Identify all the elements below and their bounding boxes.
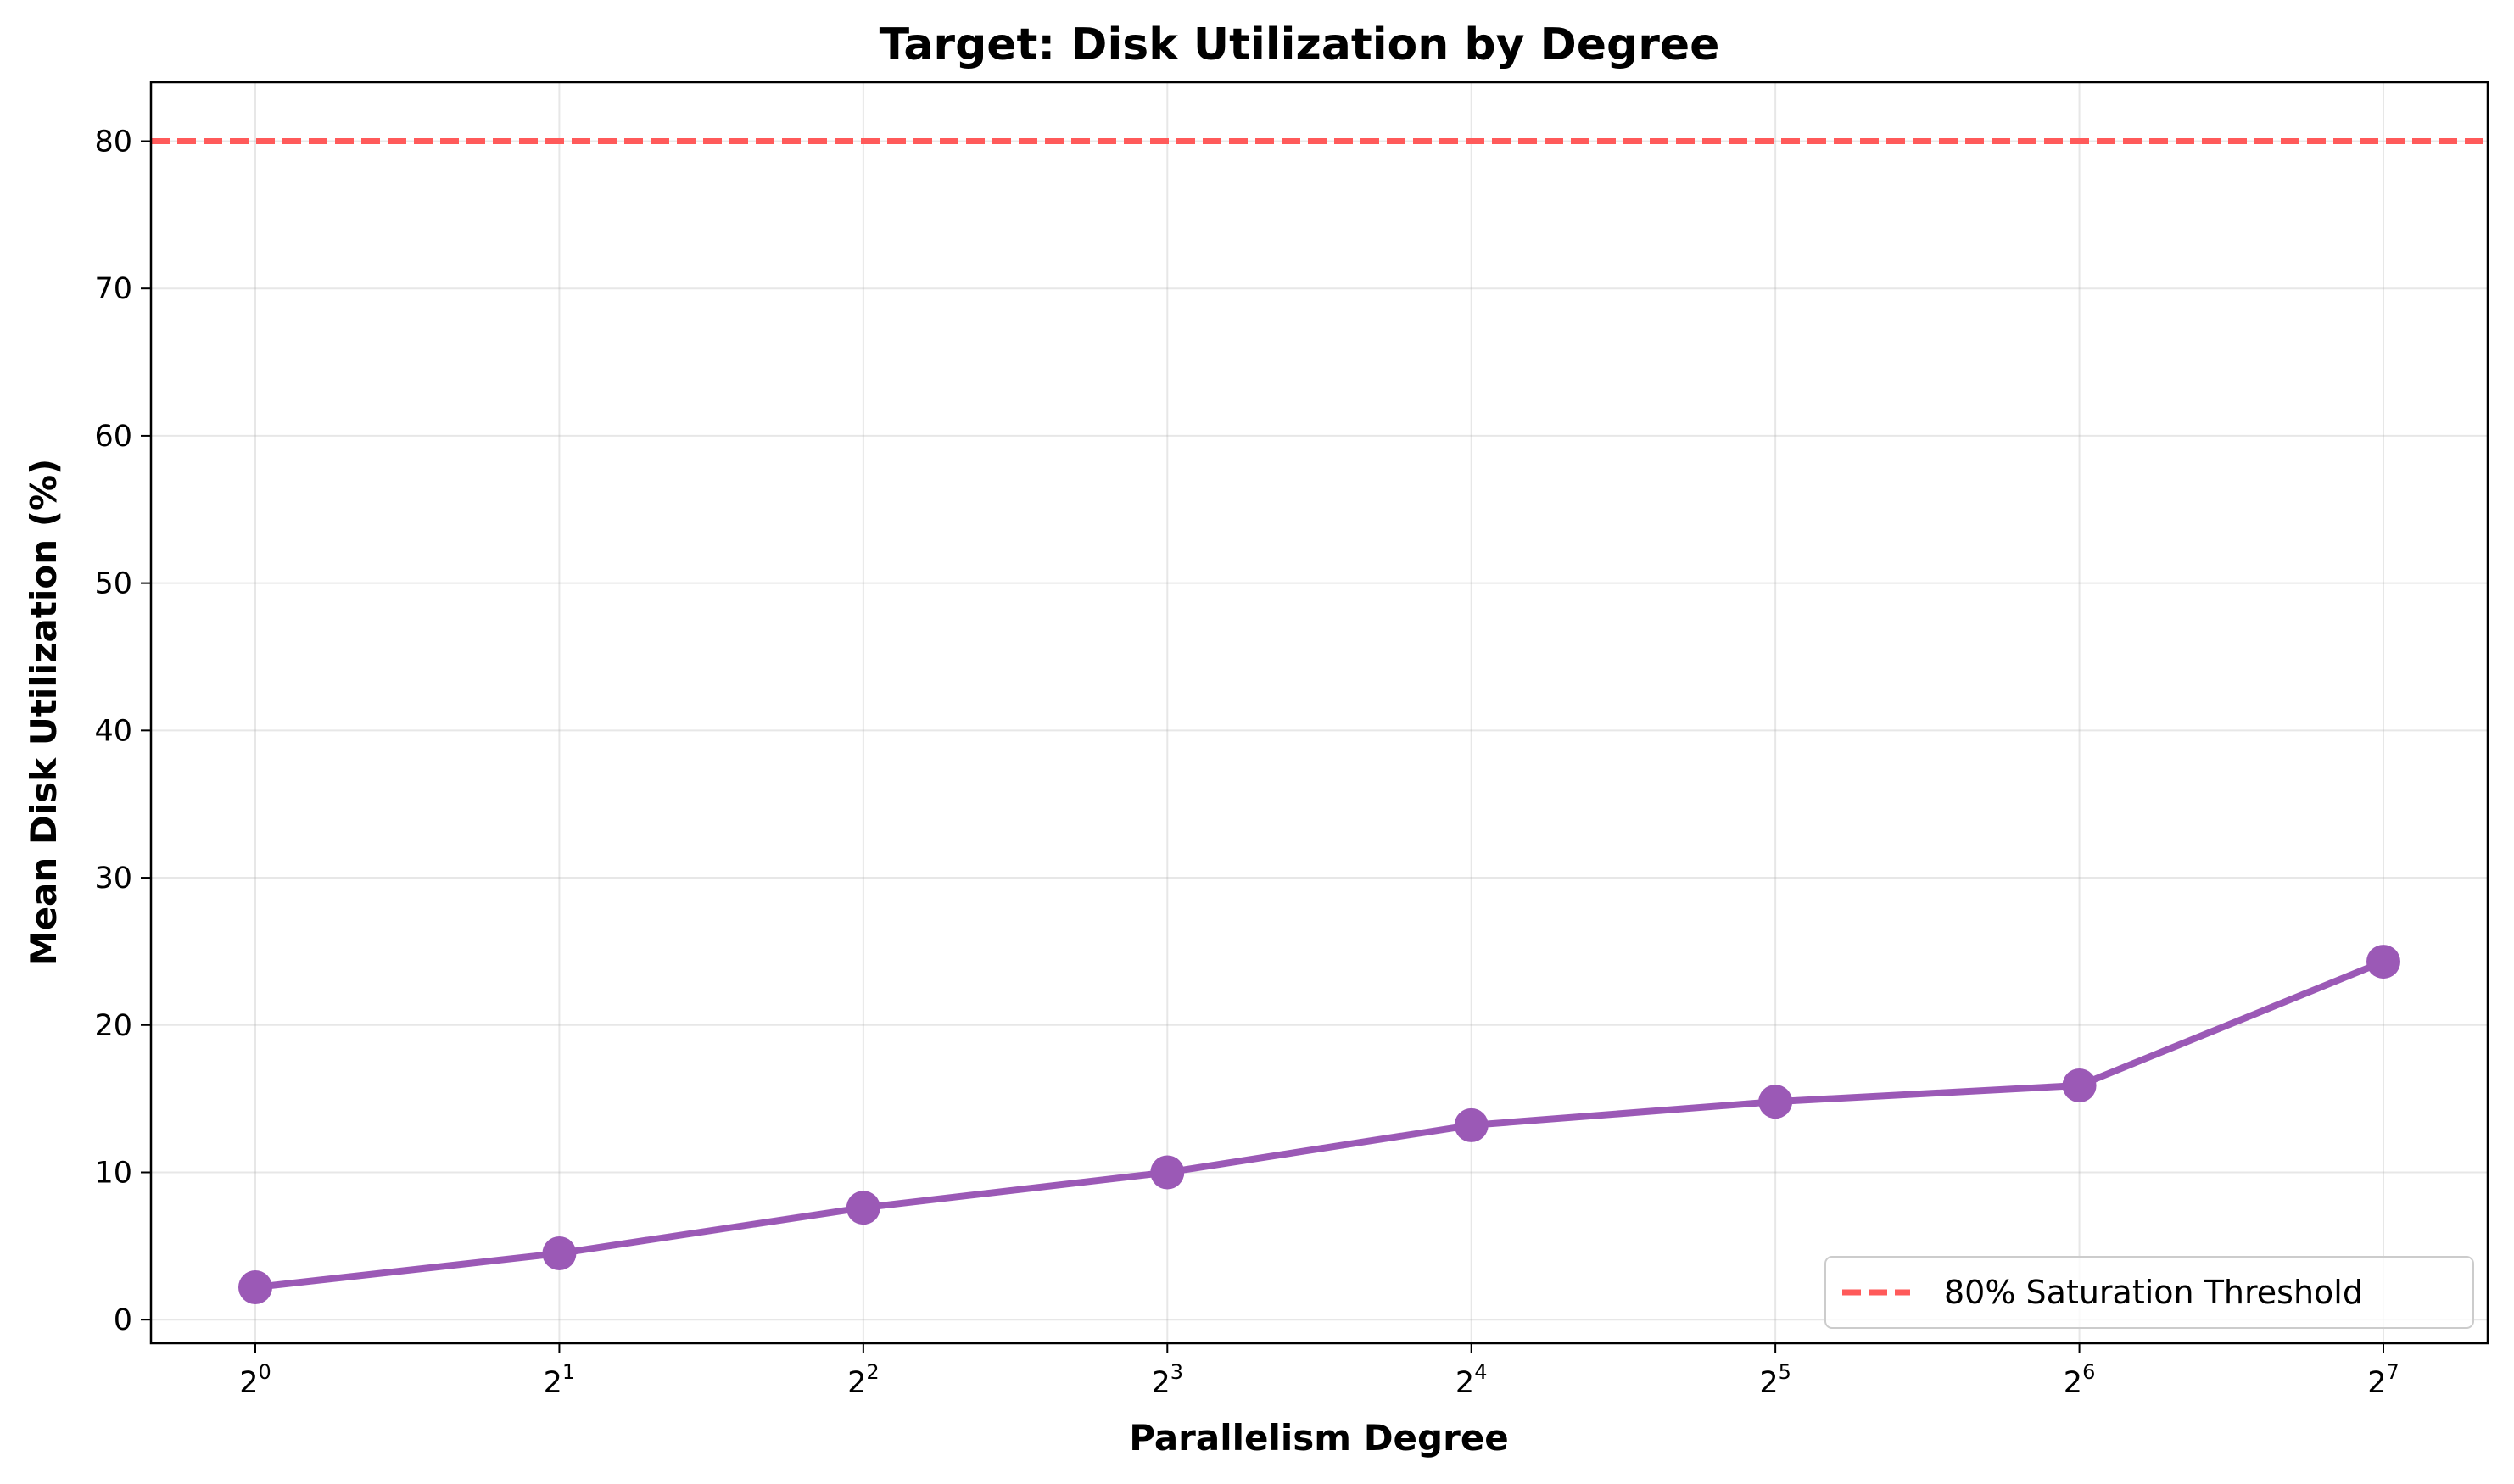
x-tick-label: 26 [2064, 1360, 2096, 1400]
y-tick-label: 30 [94, 862, 132, 895]
legend-box [1824, 1256, 2474, 1329]
y-tick-label: 0 [114, 1303, 132, 1337]
y-axis-ticks: 0 10 20 30 40 50 60 70 80 [94, 125, 151, 1337]
legend-label-threshold: 80% Saturation Threshold [1944, 1274, 2363, 1311]
y-axis-label: Mean Disk Utilization (%) [23, 459, 64, 966]
y-tick-label: 20 [94, 1009, 132, 1043]
plot-area-frame [149, 81, 2489, 1345]
data-point [1150, 1155, 1185, 1190]
data-point [2366, 945, 2400, 979]
data-point [542, 1236, 577, 1271]
y-tick-label: 50 [94, 567, 132, 601]
data-point [846, 1191, 880, 1225]
y-tick-label: 40 [94, 714, 132, 748]
data-point [1758, 1085, 1793, 1119]
grid-lines [151, 82, 2488, 1343]
chart-title: Target: Disk Utilization by Degree [880, 20, 1720, 70]
series-line [254, 958, 2385, 1291]
data-point [238, 1269, 272, 1304]
x-axis-label: Parallelism Degree [1129, 1417, 1509, 1459]
x-axis-ticks: 20 21 22 23 24 25 26 27 [239, 1343, 2399, 1400]
y-tick-label: 70 [94, 272, 132, 306]
y-tick-label: 80 [94, 125, 132, 159]
series-group [238, 945, 2400, 1304]
data-point [2062, 1068, 2097, 1102]
legend: 80% Saturation Threshold [1824, 1256, 2474, 1329]
data-point [1454, 1107, 1489, 1142]
y-tick-label: 60 [94, 420, 132, 454]
y-tick-label: 10 [94, 1156, 132, 1190]
